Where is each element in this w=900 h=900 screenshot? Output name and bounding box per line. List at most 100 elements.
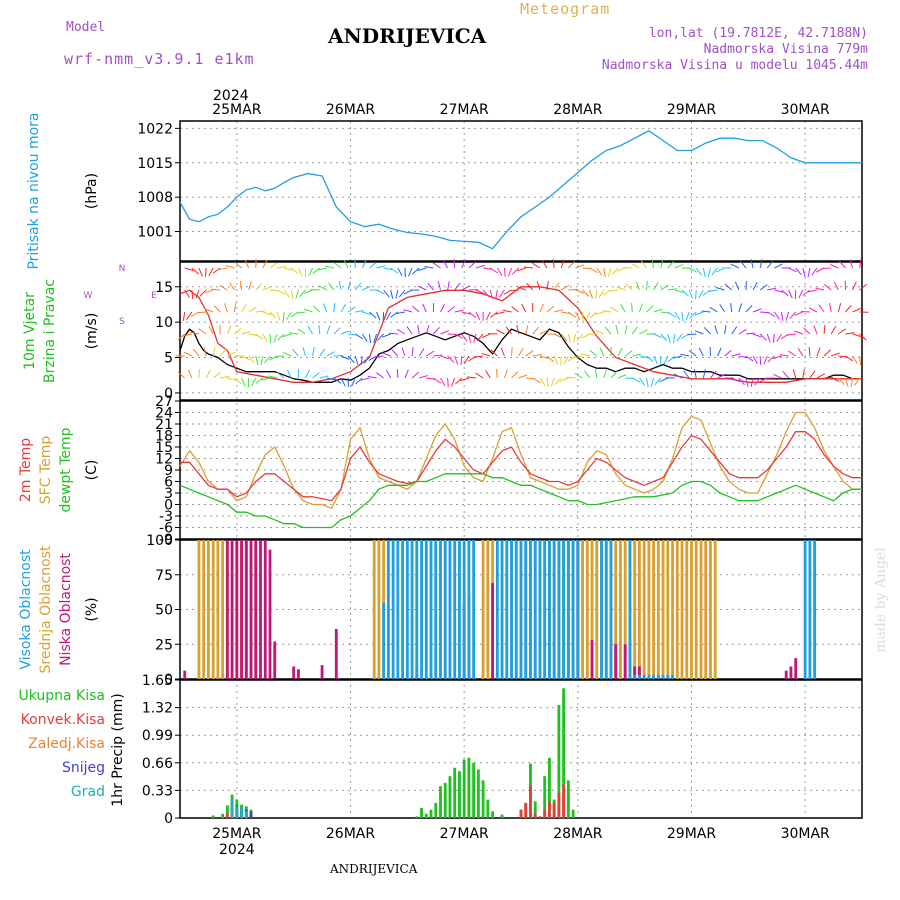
x-tick-label-bottom: 30MAR (781, 826, 830, 842)
wind-arrow (763, 355, 768, 365)
bar-low (334, 628, 338, 679)
bar-high (557, 540, 561, 679)
wind-arrow (788, 289, 793, 299)
wind-arrow (774, 289, 784, 293)
wind-arrow (495, 311, 505, 315)
wind-arrow (767, 355, 775, 363)
wind-arrow (845, 355, 854, 362)
wind-arrow (511, 371, 519, 379)
y-tick-label: 1008 (137, 190, 173, 206)
wind-arrow (312, 347, 315, 357)
wind-arrow (582, 289, 590, 297)
bar-high (467, 540, 471, 679)
wind-arrow (859, 355, 862, 365)
wind-arrow (290, 267, 299, 275)
wind-arrow (296, 311, 306, 314)
y-tick-label: 75 (155, 568, 173, 584)
wind-arrow (396, 311, 406, 315)
wind-arrow (589, 349, 598, 357)
wind-arrow (745, 305, 753, 313)
wind-arrow (241, 331, 251, 335)
wind-arrow (403, 309, 413, 313)
bar-mid (690, 540, 693, 679)
bar-total (533, 801, 537, 818)
bar-mid (372, 540, 376, 679)
precip-legend-item: Snijeg (62, 760, 105, 776)
precip-legend-item: Zaledj.Kisa (28, 736, 105, 752)
wind-arrow (730, 303, 733, 313)
wind-arrow (354, 333, 364, 340)
bar-mid (666, 540, 670, 679)
wind-arrow (589, 267, 598, 273)
wind-arrow (468, 261, 476, 269)
bar-total (566, 780, 570, 818)
wind-arrow (639, 355, 649, 359)
wind-arrow (447, 281, 450, 291)
y-tick-label: -6 (159, 521, 173, 537)
wind-arrow (717, 347, 722, 357)
wind-arrow (426, 377, 436, 380)
wind-arrow (546, 377, 549, 387)
wind-arrow (498, 289, 505, 298)
wind-arrow (312, 371, 320, 379)
wind-arrow (485, 370, 491, 379)
panel-pressure: 1001 1008 1015 1022 (137, 120, 863, 262)
wind-arrow (552, 259, 555, 269)
wind-arrow (750, 377, 754, 387)
wind-arrow (208, 325, 214, 335)
wind-arrow (276, 289, 286, 295)
wind-arrow (234, 261, 242, 269)
wind-arrow (383, 289, 390, 298)
wind-arrow (251, 377, 257, 387)
bar-high (609, 540, 613, 679)
bar-high (571, 540, 575, 679)
wind-arrow (340, 377, 346, 387)
bar-convective (524, 802, 528, 818)
wind-arrow (390, 311, 399, 318)
wind-arrow (454, 309, 464, 313)
wind-arrow (451, 377, 456, 387)
wind-arrow (454, 333, 463, 339)
wind-arrow (284, 267, 294, 271)
wind-arrow (183, 351, 193, 357)
wind-arrow (461, 333, 468, 342)
wind-arrow (268, 375, 278, 379)
wind-arrow (616, 267, 626, 272)
y-tick-label: 1.65 (142, 673, 173, 689)
wind-arrow (307, 326, 314, 335)
wind-arrow (461, 311, 471, 315)
wind-arrow (525, 325, 529, 335)
wind-arrow (304, 289, 313, 294)
wind-arrow (759, 284, 768, 291)
wind-arrow (610, 370, 618, 379)
wind-arrow (474, 355, 484, 358)
panel-unit: (C) (84, 460, 100, 481)
bar-convective (519, 809, 523, 818)
wind-arrow (719, 304, 726, 313)
wind-arrow (646, 377, 649, 387)
wind-arrow (213, 305, 221, 313)
precip-legend-item: Konvek.Kisa (21, 712, 105, 728)
wind-arrow (685, 311, 690, 321)
wind-arrow (663, 355, 669, 365)
wind-arrow (667, 288, 677, 291)
wind-arrow (490, 349, 498, 357)
wind-arrow (262, 333, 268, 343)
wind-arrow (282, 311, 285, 322)
wind-arrow (580, 353, 590, 357)
wind-arrow (241, 355, 250, 361)
y-tick-label: 0 (164, 811, 173, 827)
wind-arrow (750, 259, 754, 269)
wind-legend-e: E (151, 291, 157, 301)
wind-arrow (426, 350, 435, 357)
y-tick-label: 15 (155, 440, 173, 456)
y-tick-label: 0 (164, 386, 173, 402)
wind-arrow (823, 324, 826, 335)
wind-arrow (248, 355, 255, 364)
wind-arrow (695, 289, 697, 300)
y-tick-label: 15 (155, 280, 173, 296)
wind-arrow (786, 333, 796, 336)
wind-arrow (318, 285, 328, 291)
bar-total (225, 805, 229, 818)
